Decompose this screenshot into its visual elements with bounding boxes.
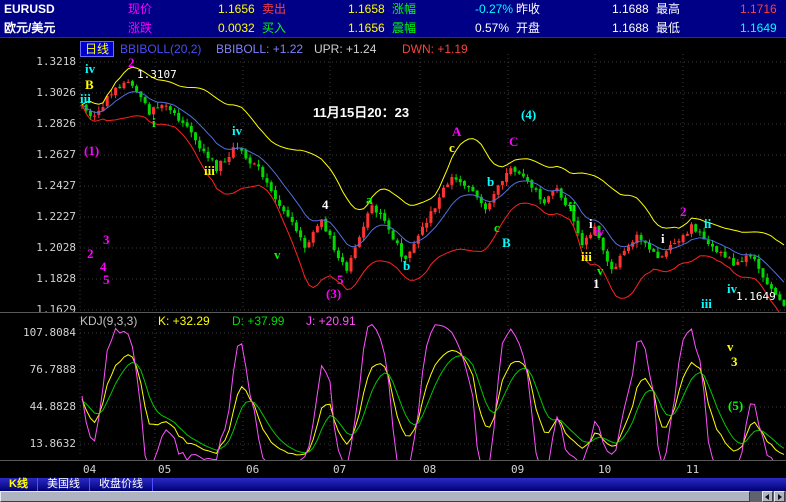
quote-value: 1.1688 — [612, 21, 649, 35]
horizontal-scrollbar[interactable] — [0, 491, 786, 502]
price-tick: 1.2028 — [36, 241, 76, 254]
symbol-name: 欧元/美元 — [4, 21, 56, 35]
tab-us-line[interactable]: 美国线 — [38, 478, 90, 491]
quote-label: 现价 — [128, 2, 153, 16]
price-tick: 1.2227 — [36, 210, 76, 223]
price-tick: 1.1629 — [36, 303, 76, 312]
scrollbar-thumb[interactable] — [0, 491, 750, 502]
main-chart-panel: 日线 11月15日20：23 BBIBOLL(20,2) BBIBOLL: +1.… — [0, 38, 786, 312]
chart-type-tabs: K线 美国线 收盘价线 — [0, 478, 786, 491]
quote-value: 1.1656 — [218, 2, 255, 16]
bottom-bar: K线 美国线 收盘价线 — [0, 478, 786, 502]
quote-value: 1.1656 — [348, 21, 385, 35]
indicator-value: DWN: +1.19 — [402, 42, 468, 56]
price-tick: 1.2627 — [36, 148, 76, 161]
quote-label: 震幅 — [392, 21, 417, 35]
indicator-value: BBIBOLL: +1.22 — [216, 42, 304, 56]
kdj-chart[interactable] — [0, 313, 786, 460]
quote-label: 涨跌 — [128, 21, 153, 35]
date-label: 09 — [511, 463, 525, 476]
datetime-overlay: 11月15日20：23 — [313, 105, 410, 120]
quote-label: 开盘 — [516, 21, 541, 35]
price-tick: 1.2427 — [36, 179, 76, 192]
quote-value: 0.0032 — [218, 21, 255, 35]
left-arrow-icon — [765, 494, 769, 500]
date-label: 06 — [246, 463, 260, 476]
price-tick: 1.1828 — [36, 272, 76, 285]
period-selector[interactable]: 日线 — [80, 41, 115, 57]
candlestick-chart[interactable] — [0, 38, 786, 312]
quote-value: 1.1688 — [612, 2, 649, 16]
date-axis: 04 05 06 07 08 09 10 11 — [0, 460, 786, 478]
kdj-tick: 13.8632 — [29, 437, 76, 450]
price-tick: 1.2826 — [36, 117, 76, 130]
quote-label: 昨收 — [516, 2, 541, 16]
tab-kline[interactable]: K线 — [0, 478, 38, 491]
quote-label: 最高 — [656, 2, 681, 16]
quote-label: 买入 — [262, 21, 287, 35]
kdj-indicator-panel: KDJ(9,3,3) K: +32.29 D: +37.99 J: +20.91 107… — [0, 312, 786, 460]
symbol-name: EURUSD — [4, 2, 55, 16]
quote-value: 1.1658 — [348, 2, 385, 16]
quote-label: 卖出 — [262, 2, 287, 16]
quote-value: 0.57% — [475, 21, 510, 35]
date-label: 04 — [83, 463, 97, 476]
kdj-value: J: +20.91 — [306, 314, 356, 328]
tab-close-line[interactable]: 收盘价线 — [90, 478, 153, 491]
kdj-tick: 44.8828 — [29, 400, 76, 413]
date-label: 10 — [598, 463, 612, 476]
price-tick: 1.3026 — [36, 86, 76, 99]
date-label: 11 — [686, 463, 700, 476]
price-tick: 1.3218 — [36, 55, 76, 68]
scroll-left-button[interactable] — [762, 491, 773, 502]
kdj-value: K: +32.29 — [158, 314, 210, 328]
kdj-value: D: +37.99 — [232, 314, 285, 328]
date-label: 07 — [333, 463, 347, 476]
quote-value: 1.1716 — [740, 2, 777, 16]
kdj-tick: 107.8084 — [23, 326, 76, 339]
right-arrow-icon — [778, 494, 782, 500]
quote-label: 涨幅 — [392, 2, 417, 16]
indicator-value: BBIBOLL(20,2) — [120, 42, 202, 56]
kdj-tick: 76.7888 — [29, 363, 76, 376]
quote-value: 1.1649 — [740, 21, 777, 35]
quote-header: EURUSD 现价 1.1656 卖出 1.1658 涨幅 -0.27% 昨收 1.1688 最高… — [0, 0, 786, 38]
quote-value: -0.27% — [475, 2, 514, 16]
date-label: 05 — [158, 463, 172, 476]
indicator-value: UPR: +1.24 — [314, 42, 377, 56]
quote-row-2: 欧元/美元 涨跌 0.0032 买入 1.1656 震幅 0.57% 开盘 1.1688 最低 1.… — [0, 19, 786, 38]
kdj-value: KDJ(9,3,3) — [80, 314, 138, 328]
quote-label: 最低 — [656, 21, 681, 35]
date-label: 08 — [423, 463, 437, 476]
scroll-right-button[interactable] — [774, 491, 785, 502]
quote-row-1: EURUSD 现价 1.1656 卖出 1.1658 涨幅 -0.27% 昨收 1.1688 最高… — [0, 0, 786, 19]
